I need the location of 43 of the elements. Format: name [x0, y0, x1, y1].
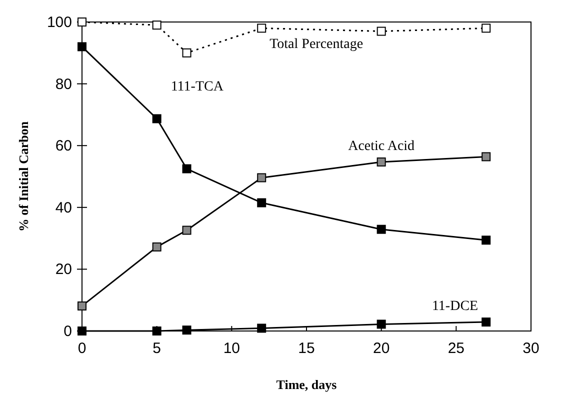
point [257, 198, 266, 208]
point [376, 157, 386, 166]
series-label: 11-DCE [432, 299, 478, 314]
point [152, 114, 162, 124]
point [482, 152, 491, 162]
point [182, 326, 192, 335]
x-tick-label: 0 [78, 340, 86, 357]
point [257, 324, 266, 333]
point [152, 20, 162, 30]
y-tick-label: 0 [64, 323, 72, 340]
y-tick-label: 60 [55, 138, 72, 155]
x-tick-label: 30 [522, 340, 540, 357]
point [182, 164, 192, 174]
point [257, 24, 266, 33]
y-tick-label: 20 [55, 261, 72, 278]
x-axis-title: Time, days [276, 377, 337, 392]
y-tick-label: 100 [46, 14, 72, 31]
point [78, 42, 86, 52]
series-label: 111-TCA [170, 80, 224, 95]
point [152, 242, 162, 252]
y-tick-label: 40 [55, 199, 72, 216]
series-label: Acetic Acid [348, 138, 415, 154]
point [152, 326, 162, 336]
x-tick-label: 5 [152, 340, 162, 357]
point [482, 24, 491, 33]
x-tick-label: 10 [223, 340, 240, 357]
series-label: Total Percentage [270, 37, 364, 52]
point [376, 26, 386, 36]
y-axis-title: % of Initial Carbon [16, 120, 31, 232]
point [482, 236, 491, 245]
point [257, 173, 266, 182]
point [78, 326, 86, 336]
point [376, 320, 386, 329]
point [182, 226, 192, 235]
point [182, 48, 192, 58]
point [482, 318, 491, 327]
point [78, 301, 86, 310]
point [376, 224, 386, 234]
point [78, 18, 86, 26]
x-tick-label: 15 [298, 340, 315, 357]
y-tick-label: 80 [55, 76, 72, 93]
x-tick-label: 25 [448, 340, 465, 357]
x-tick-label: 20 [372, 340, 390, 357]
